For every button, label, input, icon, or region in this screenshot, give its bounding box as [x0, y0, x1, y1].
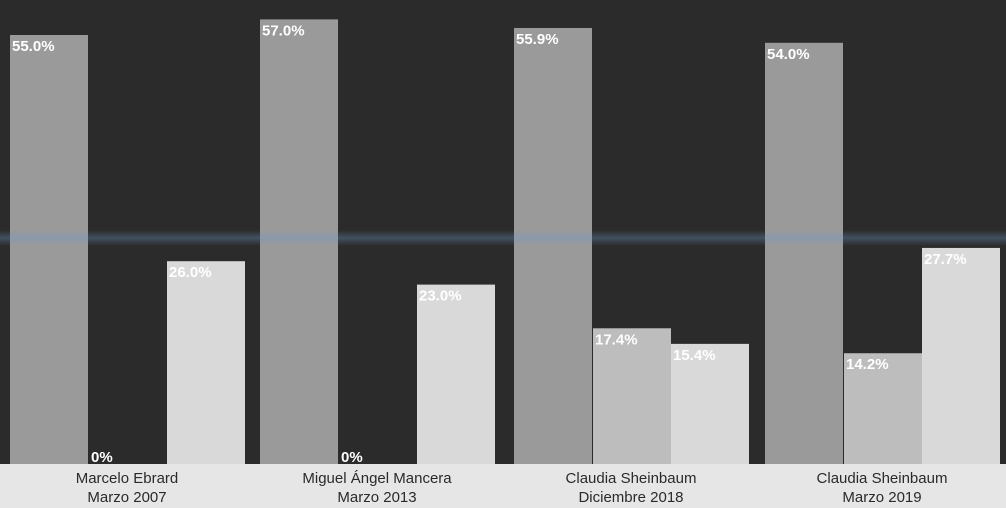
bar-group-2-series-3: [417, 284, 495, 464]
bar-group-1-series-3: [167, 261, 245, 464]
bar-group-3-series-2: [593, 328, 671, 464]
category-label-group-3-date: Diciembre 2018: [578, 489, 683, 506]
data-label-group-2-series-1: 57.0%: [262, 22, 305, 39]
bar-group-3-series-1: [514, 27, 592, 464]
data-label-group-1-series-3: 26.0%: [169, 264, 212, 281]
bar-group-4-series-1: [765, 42, 843, 465]
data-label-group-4-series-1: 54.0%: [767, 46, 810, 63]
bar-group-4-series-2: [844, 353, 922, 464]
bar-group-1-series-1: [10, 35, 88, 464]
category-label-group-3-name: Claudia Sheinbaum: [566, 470, 697, 487]
bar-group-2-series-1: [260, 19, 338, 465]
category-label-band: [0, 464, 1006, 508]
category-label-group-2-name: Miguel Ángel Mancera: [302, 470, 452, 487]
data-label-group-3-series-3: 15.4%: [673, 347, 716, 364]
category-label-group-1-date: Marzo 2007: [87, 489, 166, 506]
data-label-group-4-series-2: 14.2%: [846, 356, 889, 373]
category-label-group-4-name: Claudia Sheinbaum: [817, 470, 948, 487]
bar-group-3-series-3: [671, 343, 749, 464]
bar-group-4-series-3: [922, 247, 1000, 464]
data-label-group-3-series-2: 17.4%: [595, 331, 638, 348]
data-label-group-2-series-2: 0%: [341, 449, 363, 466]
data-label-group-3-series-1: 55.9%: [516, 31, 559, 48]
category-label-group-1-name: Marcelo Ebrard: [76, 470, 179, 487]
data-label-group-1-series-2: 0%: [91, 449, 113, 466]
data-label-group-2-series-3: 23.0%: [419, 288, 462, 305]
data-label-group-1-series-1: 55.0%: [12, 38, 55, 55]
data-label-group-4-series-3: 27.7%: [924, 251, 967, 268]
category-label-group-2-date: Marzo 2013: [337, 489, 416, 506]
category-label-group-4-date: Marzo 2019: [842, 489, 921, 506]
